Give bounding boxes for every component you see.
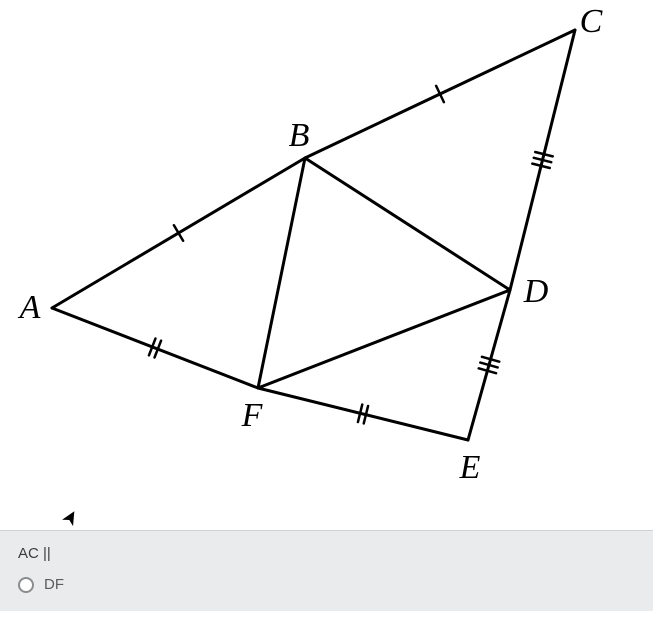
vertex-label-F: F [242, 397, 263, 435]
vertex-label-B: B [289, 117, 310, 155]
vertex-label-D: D [524, 273, 549, 311]
question-prompt: AC || [18, 545, 635, 562]
vertex-label-C: C [580, 3, 603, 41]
radio-icon[interactable] [18, 577, 34, 593]
option-DF[interactable]: DF [18, 576, 635, 593]
vertex-label-E: E [460, 449, 481, 487]
vertex-label-A: A [20, 289, 41, 327]
figure-svg [0, 0, 653, 530]
option-label: DF [44, 576, 64, 593]
answer-panel: AC || DF [0, 530, 653, 611]
geometry-figure: ABCDEF ➤ [0, 0, 653, 530]
